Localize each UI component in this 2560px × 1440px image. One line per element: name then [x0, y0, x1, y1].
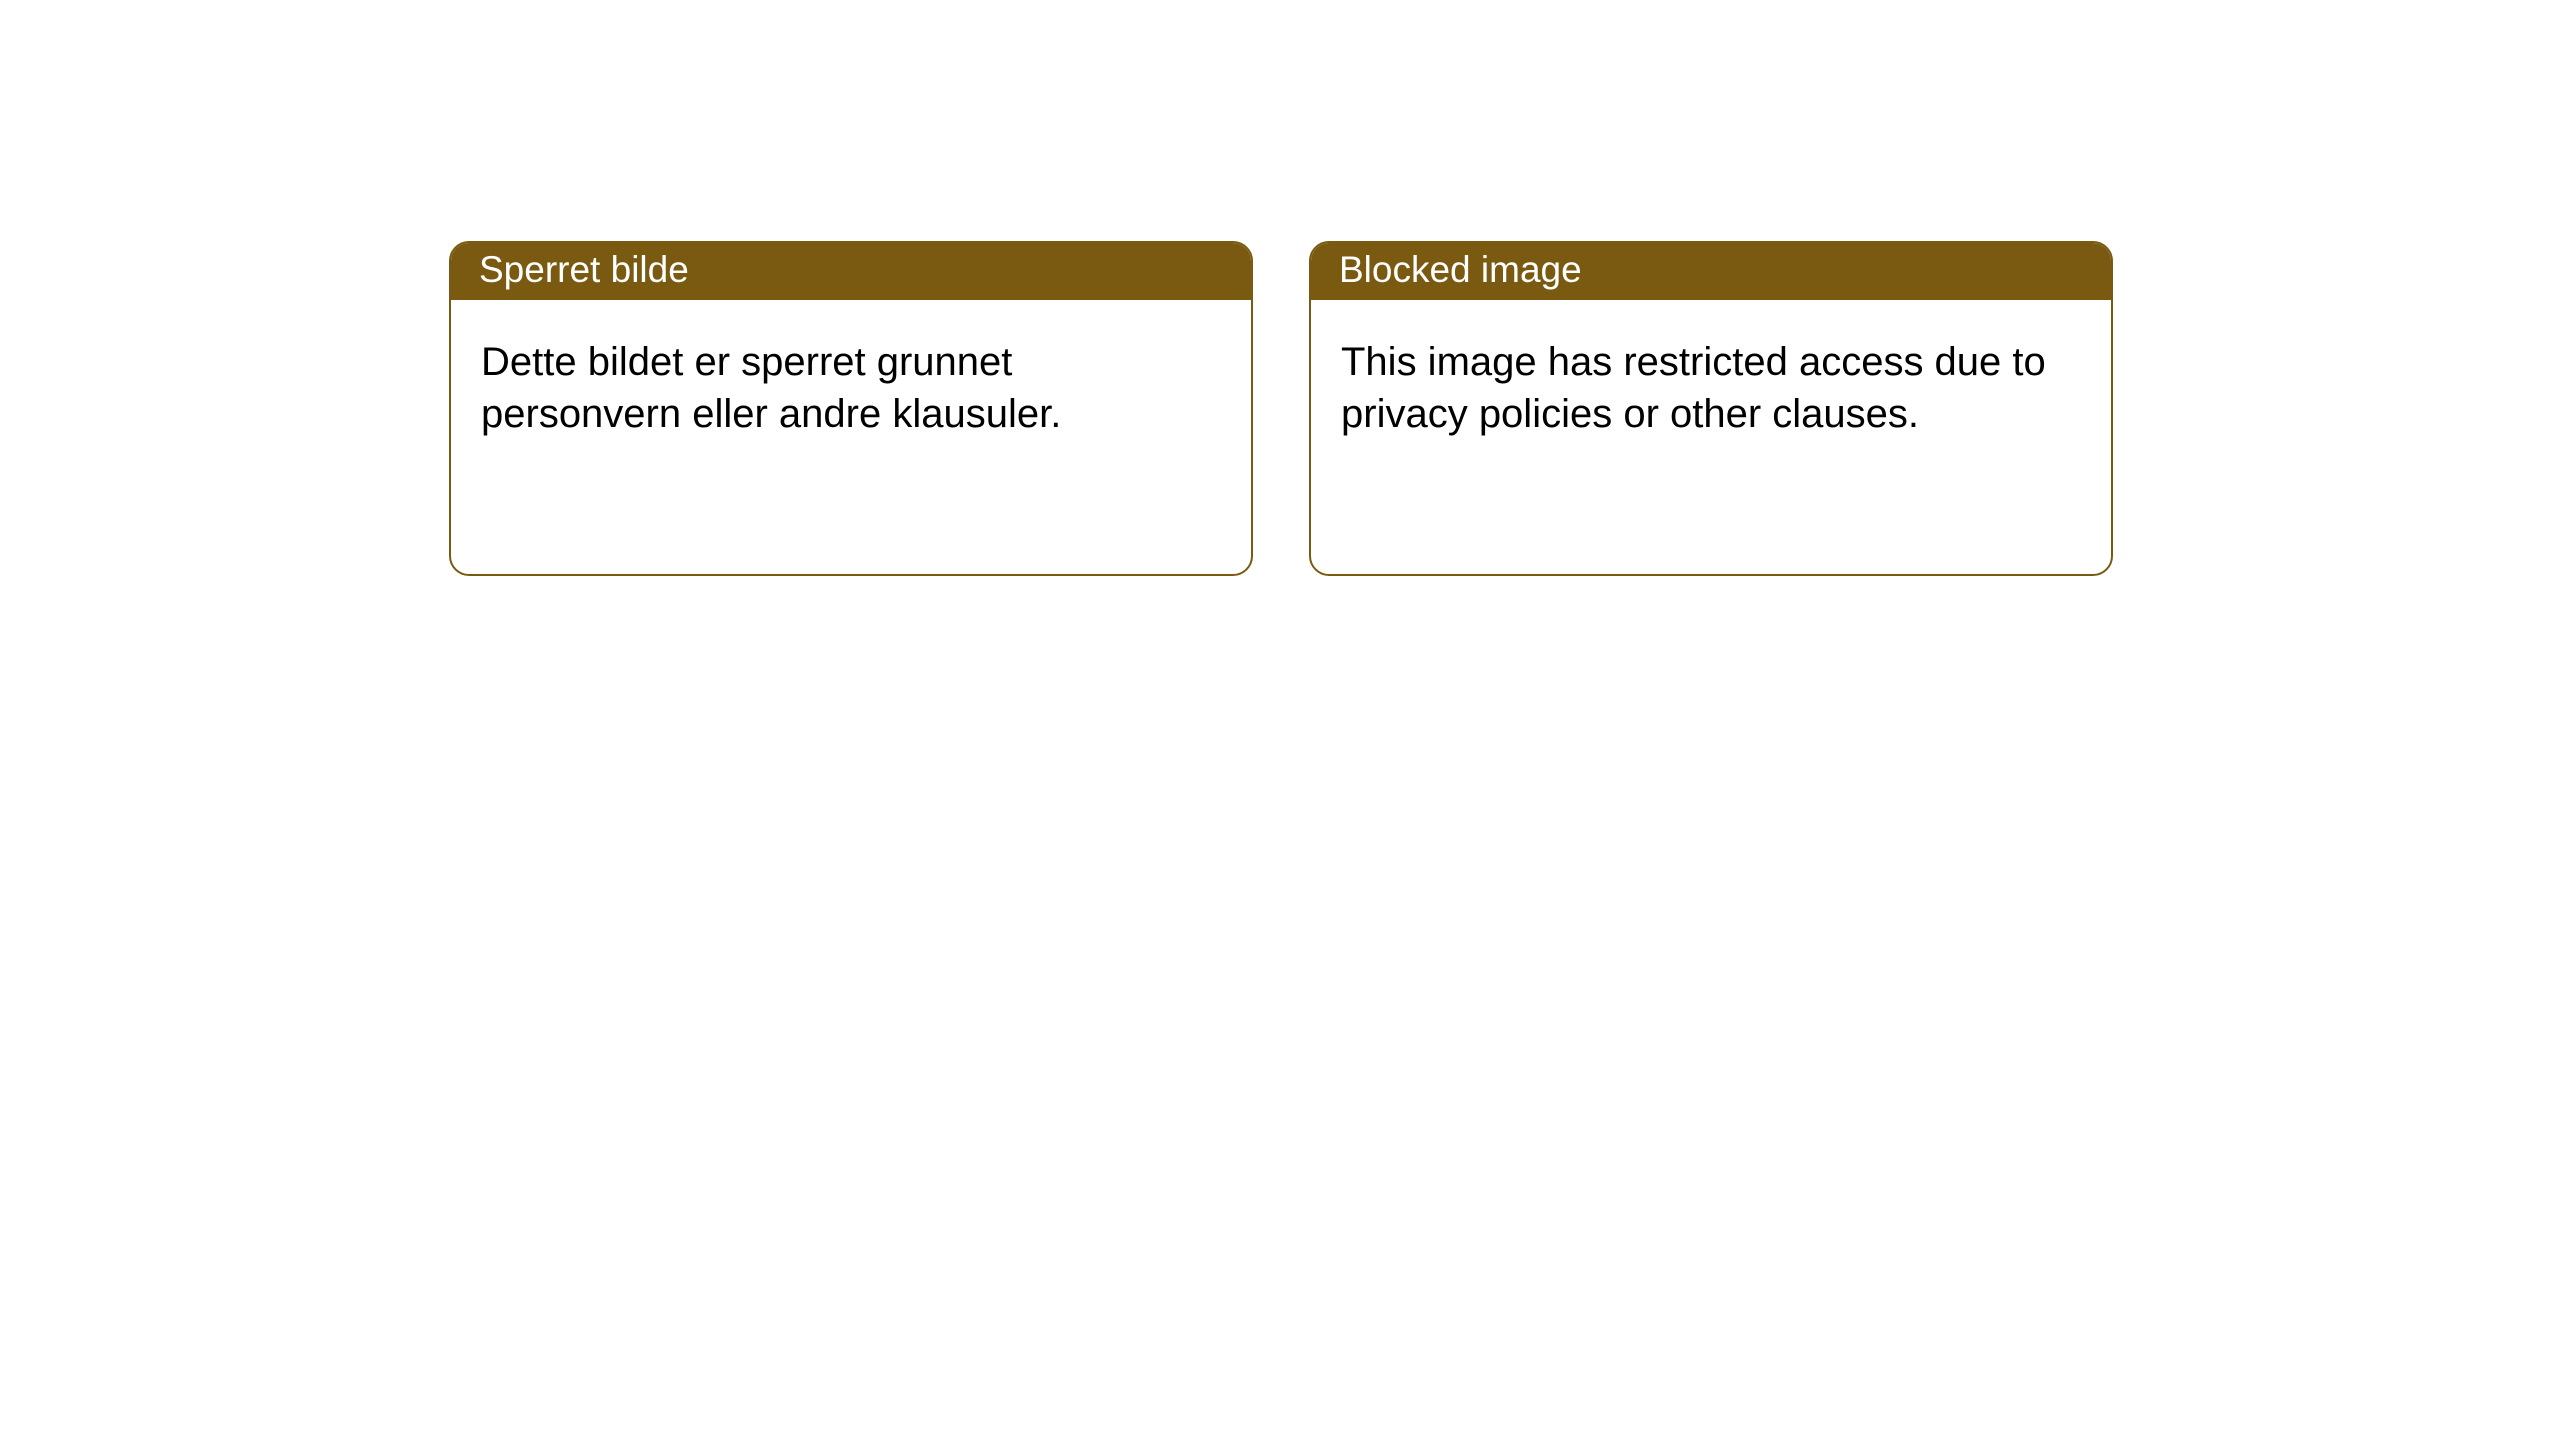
notice-card-body-norwegian: Dette bildet er sperret grunnet personve…	[451, 300, 1251, 574]
notice-card-title-english: Blocked image	[1311, 243, 2111, 300]
notice-card-title-norwegian: Sperret bilde	[451, 243, 1251, 300]
notice-card-english: Blocked image This image has restricted …	[1309, 241, 2113, 576]
notice-cards-container: Sperret bilde Dette bildet er sperret gr…	[449, 241, 2113, 576]
notice-card-body-english: This image has restricted access due to …	[1311, 300, 2111, 574]
notice-card-norwegian: Sperret bilde Dette bildet er sperret gr…	[449, 241, 1253, 576]
